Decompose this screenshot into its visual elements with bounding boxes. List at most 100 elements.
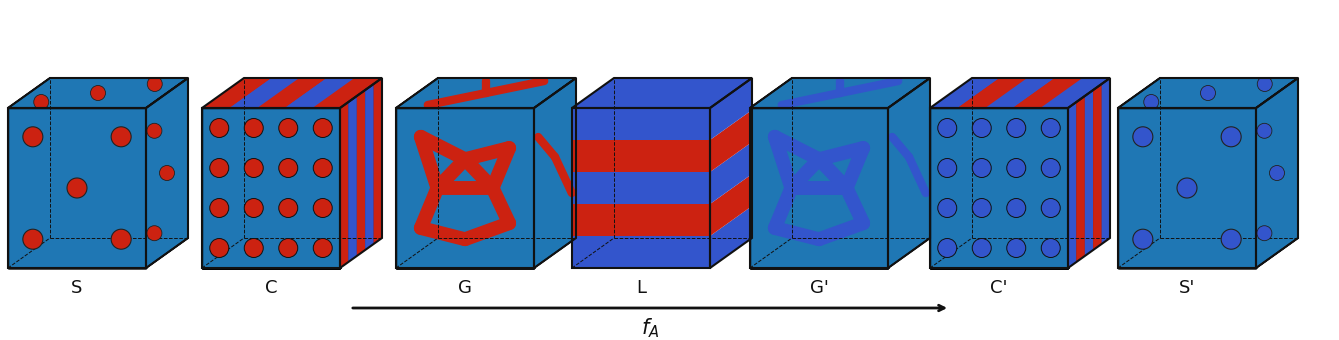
Polygon shape: [257, 78, 327, 108]
Circle shape: [1007, 199, 1026, 218]
Polygon shape: [572, 78, 753, 108]
Polygon shape: [572, 108, 710, 140]
PathPatch shape: [931, 108, 1069, 268]
Polygon shape: [1069, 102, 1077, 268]
Polygon shape: [1256, 78, 1297, 268]
PathPatch shape: [750, 108, 888, 268]
Circle shape: [1042, 119, 1060, 137]
PathPatch shape: [8, 108, 146, 268]
PathPatch shape: [750, 78, 931, 108]
Polygon shape: [572, 204, 710, 236]
Text: G: G: [458, 279, 471, 297]
Circle shape: [937, 199, 957, 218]
Polygon shape: [8, 78, 187, 108]
PathPatch shape: [396, 108, 534, 268]
Circle shape: [1133, 127, 1153, 147]
Circle shape: [159, 166, 174, 181]
Circle shape: [972, 119, 991, 137]
Circle shape: [210, 119, 229, 137]
Polygon shape: [957, 78, 1027, 108]
PathPatch shape: [931, 108, 1069, 268]
PathPatch shape: [931, 108, 1069, 268]
PathPatch shape: [202, 108, 340, 268]
PathPatch shape: [396, 108, 534, 268]
PathPatch shape: [146, 78, 187, 268]
Circle shape: [937, 238, 957, 257]
Polygon shape: [1077, 96, 1085, 262]
Circle shape: [1201, 85, 1216, 101]
Circle shape: [937, 158, 957, 177]
Text: G': G': [810, 279, 829, 297]
PathPatch shape: [396, 108, 534, 268]
PathPatch shape: [750, 108, 888, 268]
Circle shape: [244, 119, 264, 137]
PathPatch shape: [8, 78, 187, 108]
PathPatch shape: [931, 108, 1069, 268]
PathPatch shape: [8, 78, 187, 108]
Circle shape: [313, 199, 332, 218]
PathPatch shape: [8, 108, 146, 268]
PathPatch shape: [396, 108, 534, 268]
Circle shape: [147, 226, 162, 241]
PathPatch shape: [202, 108, 340, 268]
PathPatch shape: [396, 108, 534, 268]
PathPatch shape: [202, 108, 340, 268]
PathPatch shape: [1118, 78, 1297, 108]
PathPatch shape: [931, 108, 1069, 268]
Circle shape: [313, 119, 332, 137]
Circle shape: [972, 158, 991, 177]
Circle shape: [244, 238, 264, 257]
PathPatch shape: [750, 108, 888, 268]
Circle shape: [279, 119, 297, 137]
PathPatch shape: [931, 108, 1069, 268]
Polygon shape: [1012, 78, 1082, 108]
Circle shape: [244, 158, 264, 177]
Circle shape: [279, 158, 297, 177]
Circle shape: [111, 127, 131, 147]
PathPatch shape: [1256, 78, 1297, 268]
Polygon shape: [202, 78, 382, 108]
Circle shape: [1269, 166, 1284, 181]
Text: $f_A$: $f_A$: [641, 316, 659, 340]
Circle shape: [1257, 226, 1272, 241]
PathPatch shape: [1118, 108, 1256, 268]
PathPatch shape: [396, 78, 576, 108]
PathPatch shape: [396, 108, 534, 268]
Circle shape: [1042, 238, 1060, 257]
Circle shape: [1007, 238, 1026, 257]
PathPatch shape: [750, 108, 888, 268]
PathPatch shape: [931, 108, 1069, 268]
Circle shape: [1221, 229, 1241, 249]
Polygon shape: [396, 108, 534, 268]
PathPatch shape: [534, 78, 576, 268]
Polygon shape: [146, 78, 187, 268]
Polygon shape: [710, 110, 753, 172]
PathPatch shape: [8, 108, 146, 268]
Circle shape: [1042, 158, 1060, 177]
Polygon shape: [750, 78, 931, 108]
Polygon shape: [572, 140, 710, 172]
PathPatch shape: [931, 108, 1069, 268]
PathPatch shape: [931, 108, 1069, 268]
Polygon shape: [710, 174, 753, 236]
PathPatch shape: [750, 108, 888, 268]
PathPatch shape: [1118, 108, 1256, 268]
Text: S': S': [1178, 279, 1196, 297]
Polygon shape: [710, 78, 753, 140]
Circle shape: [147, 123, 162, 138]
Circle shape: [313, 158, 332, 177]
PathPatch shape: [1256, 78, 1297, 268]
Polygon shape: [931, 108, 1069, 268]
Text: L: L: [636, 279, 645, 297]
PathPatch shape: [202, 108, 340, 268]
PathPatch shape: [750, 108, 888, 268]
Polygon shape: [1118, 78, 1297, 108]
Circle shape: [1007, 119, 1026, 137]
Polygon shape: [534, 78, 576, 268]
Circle shape: [937, 119, 957, 137]
Circle shape: [972, 199, 991, 218]
PathPatch shape: [202, 108, 340, 268]
Circle shape: [279, 199, 297, 218]
PathPatch shape: [202, 108, 340, 268]
Polygon shape: [8, 108, 146, 268]
